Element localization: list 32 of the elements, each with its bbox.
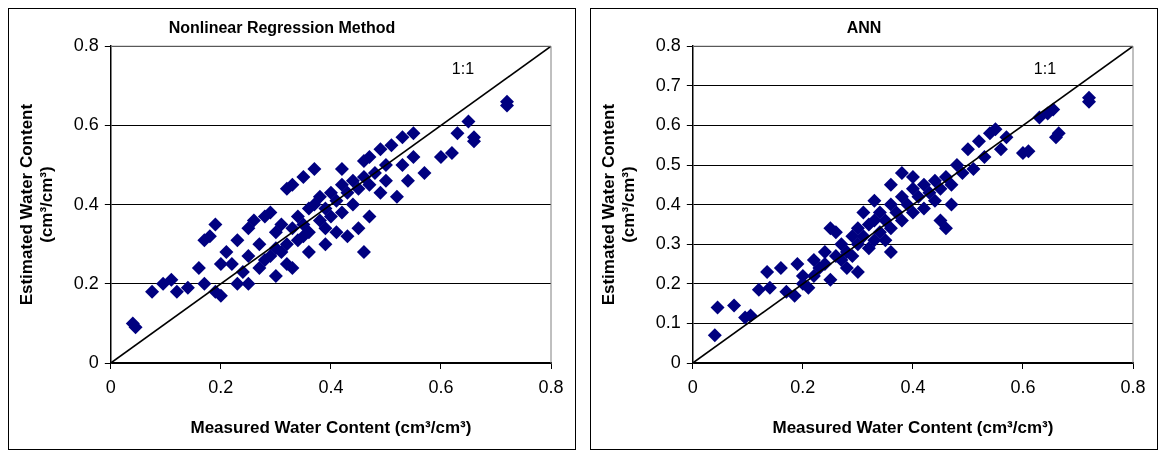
y-tick-label: 0.6 [655, 114, 681, 135]
y-tick-label: 0.4 [655, 193, 681, 214]
x-tick-label: 0 [687, 376, 698, 397]
y-tick-label: 0.2 [73, 272, 99, 293]
y-tick-label: 0.8 [655, 35, 681, 56]
x-tick-label: 0.4 [900, 376, 926, 397]
x-tick-label: 0.4 [318, 376, 344, 397]
y-tick-label: 0 [670, 351, 681, 372]
y-tick-label: 0 [88, 351, 99, 372]
y-tick-label: 0.3 [655, 233, 681, 254]
annotation: 1:1 [451, 60, 475, 78]
y-axis-title: Estimated Water Content (cm³/cm³) [598, 103, 639, 306]
x-tick-label: 0.2 [790, 376, 816, 397]
y-tick-label: 0.1 [655, 312, 681, 333]
x-tick-label: 0.8 [538, 376, 564, 397]
x-tick-label: 0.8 [1120, 376, 1146, 397]
y-tick-label: 0.5 [655, 153, 681, 174]
y-tick-label: 0.7 [655, 74, 681, 95]
x-tick-label: 0.2 [208, 376, 234, 397]
x-axis-title: Measured Water Content (cm³/cm³) [190, 418, 472, 438]
x-tick-label: 0 [105, 376, 116, 397]
chart-title: Nonlinear Regression Method [168, 19, 396, 37]
x-tick-label: 0.6 [1010, 376, 1036, 397]
y-tick-label: 0.8 [73, 35, 99, 56]
x-axis-title: Measured Water Content (cm³/cm³) [772, 418, 1054, 438]
chart-title: ANN [846, 19, 882, 37]
annotation: 1:1 [1033, 60, 1057, 78]
y-tick-label: 0.6 [73, 114, 99, 135]
x-tick-label: 0.6 [428, 376, 454, 397]
y-tick-label: 0.4 [73, 193, 99, 214]
y-tick-label: 0.2 [655, 272, 681, 293]
y-axis-title: Estimated Water Content (cm³/cm³) [16, 103, 57, 306]
